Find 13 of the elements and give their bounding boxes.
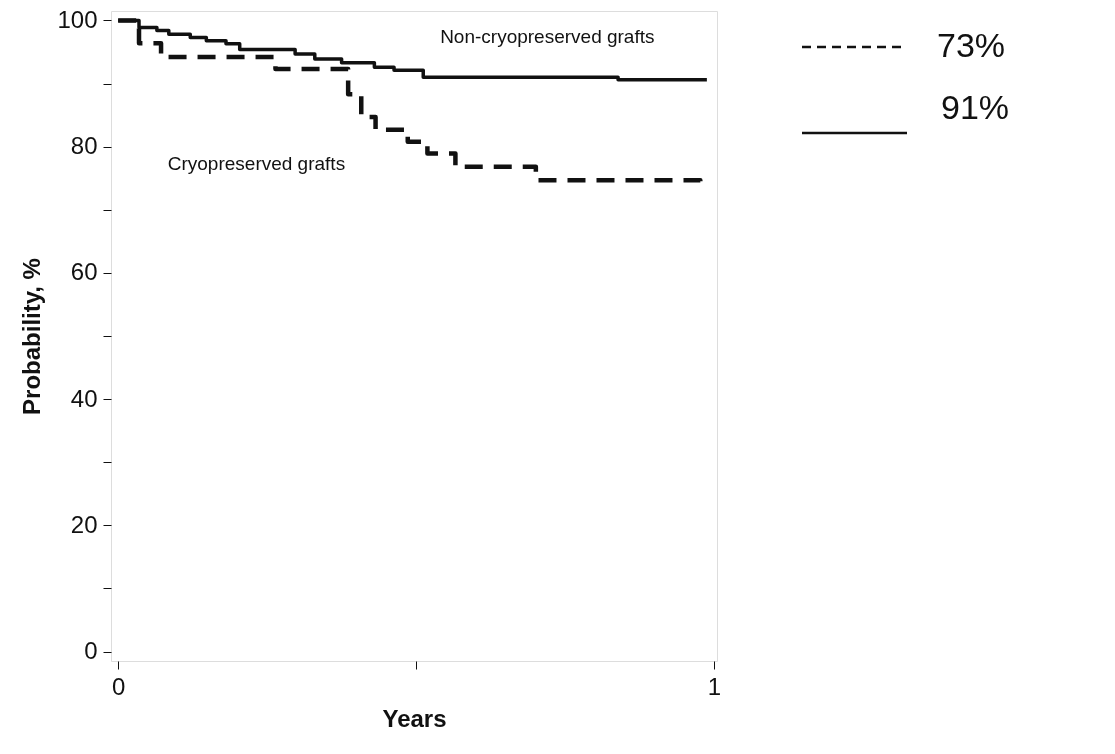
y-tick-label: 0 [84, 637, 98, 665]
y-tick-label: 80 [70, 132, 98, 160]
text: Cryopreserved grafts [167, 152, 346, 174]
y-tick-label: 60 [70, 258, 98, 286]
series-label: Non-cryopreserved grafts [440, 26, 655, 47]
x-tick-label: 1 [707, 672, 722, 700]
x-axis-title: Years [382, 704, 447, 732]
text: 91% [941, 88, 1010, 126]
y-axis-title: Probability, % [18, 258, 46, 415]
y-tick-label: 100 [57, 5, 98, 33]
y-tick-label: 40 [70, 384, 98, 412]
text: 73% [937, 26, 1006, 64]
y-tick-label: 20 [70, 510, 98, 538]
